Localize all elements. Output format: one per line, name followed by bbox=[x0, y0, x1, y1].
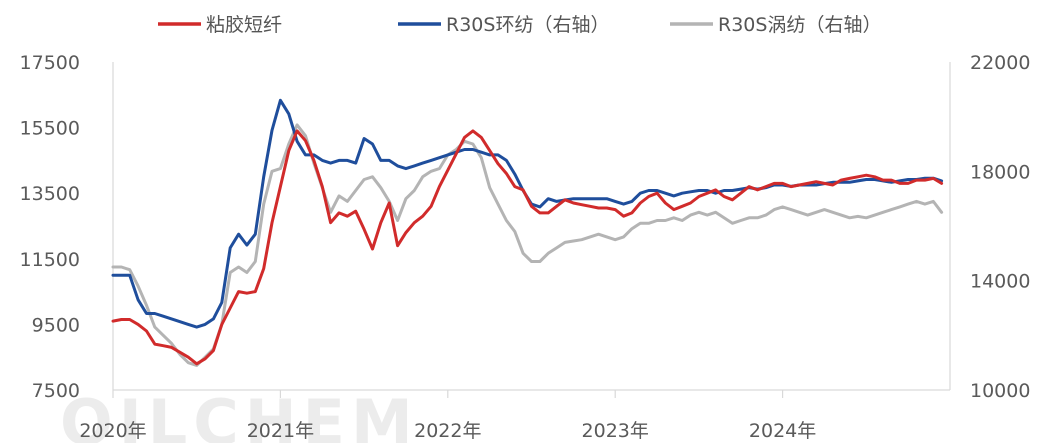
axes-layer: 17500 15500 13500 11500 9500 7500 22000 18000 14… bbox=[20, 52, 1031, 442]
left-y-tick-label: 9500 bbox=[32, 314, 80, 336]
series-lines-layer bbox=[111, 98, 944, 367]
right-y-tick-label: 18000 bbox=[970, 161, 1030, 183]
left-y-tick-label: 17500 bbox=[20, 52, 80, 74]
x-tick-label: 2024年 bbox=[749, 420, 816, 442]
watermark-text: OILCHEM bbox=[60, 386, 419, 443]
left-y-tick-label: 15500 bbox=[20, 118, 80, 140]
watermark-layer: OILCHEM bbox=[60, 386, 419, 443]
x-tick-label: 2021年 bbox=[247, 420, 314, 442]
legend-label: R30S涡纺（右轴） bbox=[718, 14, 881, 36]
right-y-tick-label: 14000 bbox=[970, 271, 1030, 293]
series-line-0 bbox=[111, 129, 944, 366]
left-y-tick-label: 7500 bbox=[32, 380, 80, 402]
legend-label: 粘胶短纤 bbox=[206, 14, 282, 36]
series-line-2 bbox=[111, 123, 944, 367]
legend-label: R30S环纺（右轴） bbox=[446, 14, 609, 36]
right-y-tick-label: 22000 bbox=[970, 52, 1030, 74]
x-tick-label: 2020年 bbox=[79, 420, 146, 442]
left-y-tick-label: 13500 bbox=[20, 183, 80, 205]
x-tick-label: 2022年 bbox=[414, 420, 481, 442]
left-y-tick-label: 11500 bbox=[20, 249, 80, 271]
x-tick-label: 2023年 bbox=[582, 420, 649, 442]
right-y-tick-label: 10000 bbox=[970, 380, 1030, 402]
legend: 粘胶短纤 R30S环纺（右轴） R30S涡纺（右轴） bbox=[158, 14, 881, 36]
